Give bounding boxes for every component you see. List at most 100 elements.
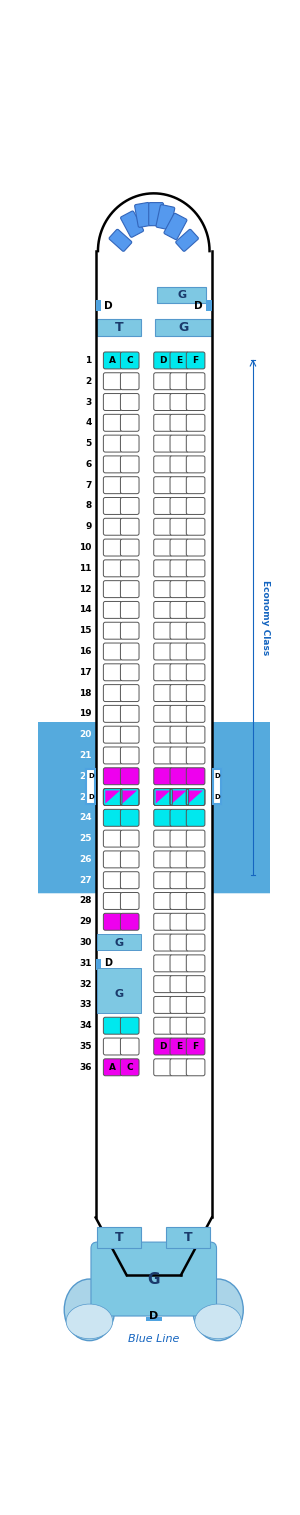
FancyBboxPatch shape [170, 497, 189, 515]
Bar [97, 968, 141, 1012]
Text: 20: 20 [80, 730, 92, 739]
FancyBboxPatch shape [170, 351, 189, 370]
FancyBboxPatch shape [103, 414, 122, 432]
Text: 14: 14 [79, 606, 92, 615]
FancyBboxPatch shape [103, 351, 122, 370]
Text: 10: 10 [80, 542, 92, 551]
FancyBboxPatch shape [170, 373, 189, 389]
Text: 1: 1 [85, 356, 92, 365]
FancyBboxPatch shape [120, 1038, 139, 1054]
Polygon shape [38, 807, 96, 894]
FancyBboxPatch shape [120, 414, 139, 432]
FancyBboxPatch shape [120, 830, 139, 847]
Text: 17: 17 [79, 668, 92, 677]
Text: 33: 33 [79, 1000, 92, 1009]
Text: 19: 19 [79, 709, 92, 718]
FancyBboxPatch shape [154, 664, 172, 680]
Text: 16: 16 [79, 647, 92, 656]
FancyBboxPatch shape [103, 747, 122, 764]
FancyBboxPatch shape [120, 1059, 139, 1076]
Text: D: D [159, 356, 167, 365]
FancyBboxPatch shape [103, 435, 122, 451]
FancyBboxPatch shape [120, 456, 139, 473]
Text: 5: 5 [85, 439, 92, 448]
Text: 2: 2 [85, 377, 92, 386]
FancyBboxPatch shape [170, 685, 189, 701]
Text: 21: 21 [79, 751, 92, 761]
FancyBboxPatch shape [186, 435, 205, 451]
Text: 36: 36 [79, 1064, 92, 1071]
FancyBboxPatch shape [186, 580, 205, 597]
FancyBboxPatch shape [186, 373, 205, 389]
Text: T: T [184, 1232, 192, 1244]
FancyBboxPatch shape [186, 477, 205, 494]
FancyBboxPatch shape [186, 414, 205, 432]
FancyBboxPatch shape [186, 394, 205, 411]
Text: C: C [126, 1064, 133, 1071]
FancyBboxPatch shape [186, 642, 205, 661]
FancyBboxPatch shape [154, 580, 172, 597]
FancyBboxPatch shape [120, 851, 139, 868]
FancyBboxPatch shape [135, 203, 153, 227]
FancyBboxPatch shape [154, 518, 172, 535]
FancyBboxPatch shape [103, 809, 122, 826]
FancyBboxPatch shape [103, 477, 122, 494]
Text: 31: 31 [79, 959, 92, 968]
FancyBboxPatch shape [170, 830, 189, 847]
FancyBboxPatch shape [120, 726, 139, 744]
FancyBboxPatch shape [121, 211, 143, 238]
Text: 30: 30 [80, 938, 92, 947]
FancyBboxPatch shape [170, 914, 189, 930]
FancyBboxPatch shape [103, 1059, 122, 1076]
FancyBboxPatch shape [120, 497, 139, 515]
FancyBboxPatch shape [186, 892, 205, 909]
Text: D: D [104, 301, 112, 311]
Text: D: D [214, 794, 220, 800]
Text: 9: 9 [85, 523, 92, 532]
FancyBboxPatch shape [170, 935, 189, 951]
Polygon shape [212, 807, 270, 894]
Text: 27: 27 [79, 876, 92, 885]
FancyBboxPatch shape [154, 871, 172, 889]
FancyBboxPatch shape [170, 809, 189, 826]
FancyBboxPatch shape [170, 1059, 189, 1076]
FancyBboxPatch shape [120, 664, 139, 680]
FancyBboxPatch shape [170, 414, 189, 432]
FancyBboxPatch shape [186, 706, 205, 723]
FancyBboxPatch shape [120, 561, 139, 577]
FancyBboxPatch shape [154, 830, 172, 847]
FancyBboxPatch shape [170, 601, 189, 618]
FancyBboxPatch shape [103, 580, 122, 597]
FancyBboxPatch shape [170, 1017, 189, 1035]
FancyBboxPatch shape [103, 539, 122, 556]
Text: G: G [114, 989, 123, 1000]
Text: 34: 34 [79, 1021, 92, 1030]
Ellipse shape [193, 1279, 243, 1341]
Bar [96, 300, 101, 311]
FancyBboxPatch shape [186, 664, 205, 680]
Text: Economy Class: Economy Class [261, 580, 270, 656]
FancyBboxPatch shape [170, 706, 189, 723]
FancyBboxPatch shape [103, 561, 122, 577]
Text: 29: 29 [79, 917, 92, 926]
FancyBboxPatch shape [170, 726, 189, 744]
Polygon shape [122, 791, 137, 803]
FancyBboxPatch shape [186, 539, 205, 556]
Bar [97, 1227, 141, 1248]
FancyBboxPatch shape [120, 580, 139, 597]
Text: Blue Line: Blue Line [128, 1335, 179, 1344]
FancyBboxPatch shape [154, 1017, 172, 1035]
Polygon shape [188, 791, 203, 803]
Text: 4: 4 [85, 418, 92, 427]
FancyBboxPatch shape [120, 914, 139, 930]
FancyBboxPatch shape [170, 954, 189, 971]
Text: D: D [159, 1042, 167, 1051]
FancyBboxPatch shape [154, 706, 172, 723]
FancyBboxPatch shape [186, 497, 205, 515]
FancyBboxPatch shape [154, 394, 172, 411]
FancyBboxPatch shape [186, 768, 205, 785]
FancyBboxPatch shape [103, 642, 122, 661]
FancyBboxPatch shape [154, 997, 172, 1014]
FancyBboxPatch shape [120, 373, 139, 389]
FancyBboxPatch shape [103, 914, 122, 930]
